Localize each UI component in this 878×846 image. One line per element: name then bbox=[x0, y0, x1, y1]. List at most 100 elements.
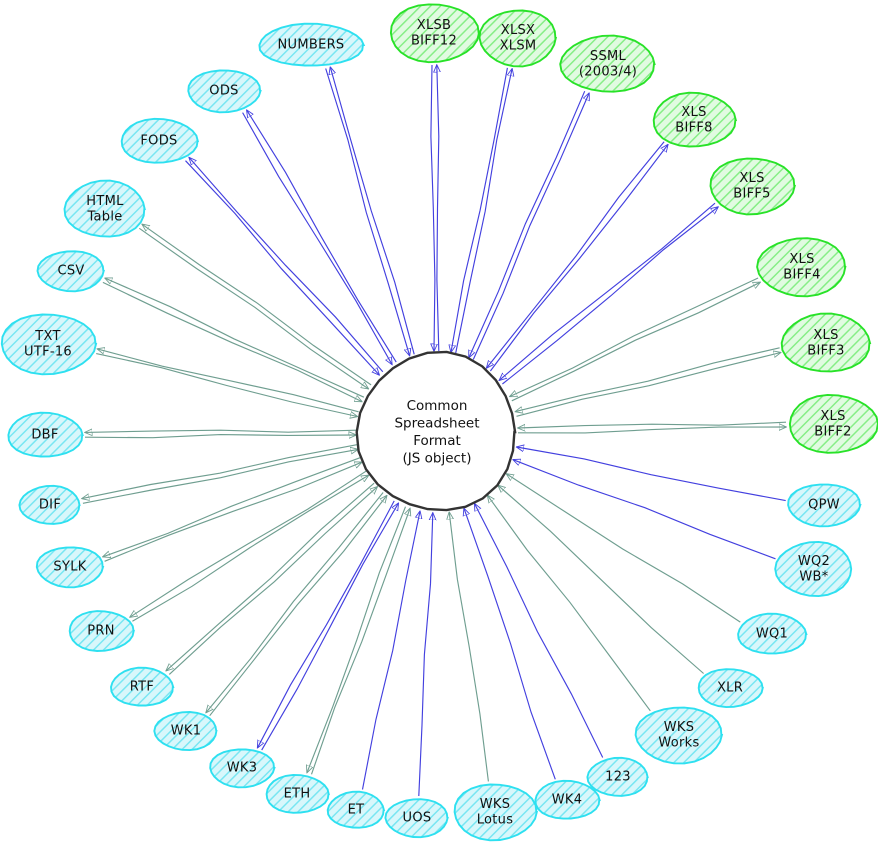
edge-in bbox=[102, 281, 362, 401]
node-shape[interactable] bbox=[453, 783, 539, 842]
node-label: XLS bbox=[813, 328, 838, 343]
node-shape[interactable] bbox=[35, 546, 105, 589]
node-shape[interactable] bbox=[187, 69, 262, 114]
node-123[interactable]: 123 bbox=[586, 756, 649, 797]
edge-in bbox=[517, 447, 786, 502]
node-label: ETH bbox=[284, 787, 311, 802]
edge-out bbox=[247, 110, 397, 363]
node-shape[interactable] bbox=[209, 748, 276, 789]
edge-wk3 bbox=[258, 500, 399, 751]
node-shape[interactable] bbox=[787, 483, 862, 528]
node-label: RTF bbox=[130, 680, 154, 695]
node-et[interactable]: ET bbox=[326, 790, 386, 829]
edge-out bbox=[489, 145, 668, 372]
node-label: UTF-16 bbox=[24, 344, 72, 359]
edge-xls8 bbox=[487, 141, 668, 372]
node-numbers[interactable]: NUMBERS bbox=[258, 22, 366, 67]
node-dbf[interactable]: DBF bbox=[7, 411, 84, 458]
node-shape[interactable] bbox=[265, 773, 330, 814]
node-csv[interactable]: CSV bbox=[36, 250, 105, 293]
edge-in bbox=[431, 64, 435, 351]
edge-out bbox=[85, 430, 357, 432]
node-shape[interactable] bbox=[709, 157, 796, 216]
node-shape[interactable] bbox=[534, 779, 601, 820]
node-label: WKS bbox=[480, 797, 511, 812]
node-rtf[interactable]: RTF bbox=[110, 666, 175, 707]
node-shape[interactable] bbox=[586, 756, 649, 797]
node-shape[interactable] bbox=[153, 711, 218, 752]
edge-qpw bbox=[517, 447, 786, 502]
node-label: TXT bbox=[34, 329, 60, 344]
node-uos[interactable]: UOS bbox=[384, 798, 449, 839]
node-prn[interactable]: PRN bbox=[68, 610, 135, 652]
node-eth[interactable]: ETH bbox=[265, 773, 330, 814]
node-label: XLR bbox=[717, 681, 743, 696]
node-shape[interactable] bbox=[559, 34, 656, 93]
node-shape[interactable] bbox=[68, 610, 135, 652]
node-wk1[interactable]: WK1 bbox=[153, 711, 218, 752]
edge-out bbox=[130, 470, 367, 617]
node-shape[interactable] bbox=[36, 250, 105, 293]
node-shape[interactable] bbox=[110, 666, 175, 707]
node-wq1[interactable]: WQ1 bbox=[737, 612, 808, 655]
node-shape[interactable] bbox=[737, 612, 808, 655]
node-xlr[interactable]: XLR bbox=[697, 668, 764, 709]
node-dif[interactable]: DIF bbox=[18, 484, 81, 525]
edge-fods bbox=[185, 158, 384, 376]
node-shape[interactable] bbox=[697, 668, 764, 709]
node-label: XLS bbox=[739, 171, 764, 186]
edge-eth bbox=[307, 506, 410, 775]
node-shape[interactable] bbox=[389, 3, 481, 64]
node-label: DIF bbox=[39, 498, 61, 513]
node-shape[interactable] bbox=[0, 313, 98, 376]
edge-wk4 bbox=[464, 508, 556, 780]
edge-xlsx bbox=[451, 68, 512, 353]
node-shape[interactable] bbox=[7, 411, 84, 458]
edge-in bbox=[138, 227, 368, 388]
node-label: QPW bbox=[808, 498, 840, 513]
node-shape[interactable] bbox=[756, 237, 847, 298]
node-shape[interactable] bbox=[774, 540, 853, 598]
node-shape[interactable] bbox=[780, 312, 872, 373]
node-shape[interactable] bbox=[384, 798, 449, 839]
node-shape[interactable] bbox=[634, 706, 724, 765]
node-ssml[interactable]: SSML(2003/4) bbox=[559, 34, 656, 93]
edge-in bbox=[418, 513, 433, 797]
node-shape[interactable] bbox=[18, 484, 81, 525]
node-ods[interactable]: ODS bbox=[187, 69, 262, 114]
node-fods[interactable]: FODS bbox=[120, 117, 200, 164]
node-label: FODS bbox=[140, 134, 177, 149]
node-sylk[interactable]: SYLK bbox=[35, 546, 105, 589]
node-label: BIFF12 bbox=[411, 33, 457, 48]
node-shape[interactable] bbox=[788, 393, 878, 454]
node-shape[interactable] bbox=[478, 9, 558, 68]
edge-in bbox=[242, 112, 392, 365]
edge-in bbox=[209, 496, 387, 717]
edge-out bbox=[103, 457, 361, 557]
node-shape[interactable] bbox=[326, 790, 386, 829]
center-circle[interactable] bbox=[355, 350, 517, 512]
node-shape[interactable] bbox=[258, 22, 366, 67]
node-qpw[interactable]: QPW bbox=[787, 483, 862, 528]
node-shape[interactable] bbox=[63, 179, 146, 238]
node-wk4[interactable]: WK4 bbox=[534, 779, 601, 820]
node-wk3[interactable]: WK3 bbox=[209, 748, 276, 789]
center-label: Format bbox=[413, 433, 461, 449]
node-shape[interactable] bbox=[652, 91, 738, 148]
node-shape[interactable] bbox=[120, 117, 200, 164]
edge-out bbox=[189, 158, 384, 373]
node-label: BIFF5 bbox=[733, 186, 770, 201]
